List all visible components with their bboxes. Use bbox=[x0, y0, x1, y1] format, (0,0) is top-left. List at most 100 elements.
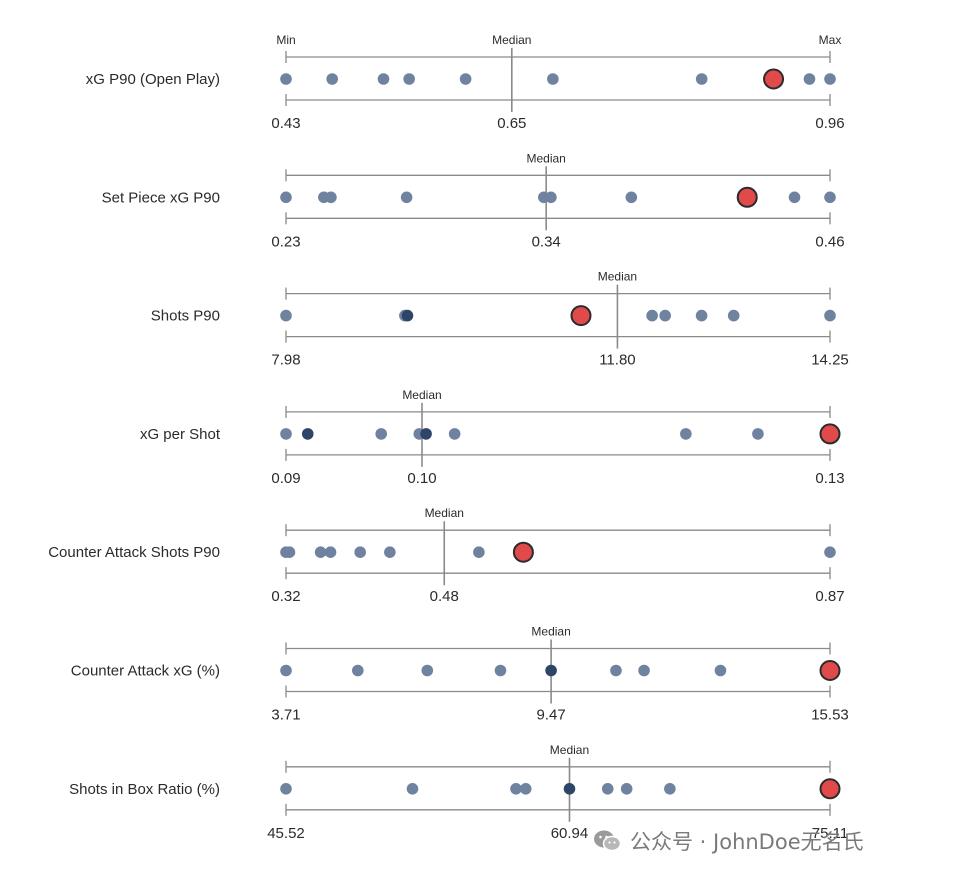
data-point bbox=[727, 309, 740, 322]
tick-label: 3.71 bbox=[271, 707, 300, 724]
data-point bbox=[377, 73, 390, 85]
data-point bbox=[695, 309, 708, 322]
row-label: xG P90 (Open Play) bbox=[86, 71, 220, 88]
highlighted-player-point bbox=[570, 305, 592, 327]
tick-label: 0.48 bbox=[430, 588, 459, 605]
data-point bbox=[280, 73, 292, 85]
data-point-overlap bbox=[563, 783, 576, 795]
row-label: xG per Shot bbox=[140, 426, 221, 443]
tick-label: 0.23 bbox=[271, 233, 300, 250]
row-label: Set Piece xG P90 bbox=[102, 189, 220, 206]
highlighted-player-point bbox=[512, 541, 534, 563]
data-point bbox=[510, 783, 522, 795]
data-point bbox=[280, 783, 292, 795]
max-label: Max bbox=[819, 33, 842, 47]
row-label: Shots in Box Ratio (%) bbox=[69, 781, 220, 798]
data-point bbox=[638, 664, 650, 677]
data-point bbox=[620, 783, 633, 795]
data-point-overlap bbox=[301, 428, 314, 440]
wechat-icon bbox=[592, 828, 622, 854]
tick-label: 0.09 bbox=[271, 470, 300, 487]
data-point-overlap bbox=[545, 664, 557, 677]
row-label: Counter Attack Shots P90 bbox=[48, 544, 220, 561]
data-point-overlap bbox=[420, 428, 432, 440]
data-point bbox=[494, 664, 507, 677]
tick-label: 14.25 bbox=[811, 352, 849, 369]
data-point bbox=[519, 783, 532, 795]
tick-label: 0.65 bbox=[497, 115, 526, 132]
data-point bbox=[601, 783, 614, 795]
data-point bbox=[448, 428, 461, 440]
median-label: Median bbox=[531, 625, 570, 639]
data-point bbox=[547, 73, 559, 85]
tick-label: 0.46 bbox=[815, 233, 844, 250]
data-point bbox=[473, 546, 485, 558]
data-point bbox=[280, 428, 292, 440]
data-point bbox=[351, 664, 364, 677]
data-point bbox=[625, 191, 638, 204]
data-point bbox=[280, 664, 292, 677]
tick-label: 9.47 bbox=[536, 707, 565, 724]
data-point bbox=[280, 309, 292, 322]
data-point bbox=[695, 73, 708, 85]
data-point bbox=[788, 191, 801, 204]
median-label: Median bbox=[526, 151, 565, 165]
data-point bbox=[384, 546, 396, 558]
data-point-overlap bbox=[401, 309, 414, 322]
data-point bbox=[659, 309, 671, 322]
data-point bbox=[824, 73, 836, 85]
data-point bbox=[421, 664, 434, 677]
data-point bbox=[664, 783, 676, 795]
tick-label: 0.34 bbox=[532, 233, 561, 250]
tick-label: 45.52 bbox=[267, 825, 305, 842]
tick-label: 0.10 bbox=[407, 470, 436, 487]
data-point bbox=[646, 309, 658, 322]
data-point bbox=[400, 191, 413, 204]
data-point bbox=[280, 191, 292, 204]
median-label: Median bbox=[402, 388, 441, 402]
median-label: Median bbox=[550, 743, 589, 757]
data-point bbox=[545, 191, 557, 204]
median-label: Median bbox=[492, 33, 531, 47]
data-point bbox=[824, 309, 836, 322]
row-label: Shots P90 bbox=[151, 308, 220, 325]
highlighted-player-point bbox=[763, 68, 785, 90]
tick-label: 0.87 bbox=[815, 588, 844, 605]
tick-label: 75.11 bbox=[812, 825, 848, 842]
tick-label: 11.80 bbox=[599, 352, 635, 369]
watermark: 公众号 · JohnDoe无名氏 bbox=[592, 826, 864, 856]
data-point bbox=[406, 783, 419, 795]
highlighted-player-point bbox=[819, 778, 841, 800]
data-point bbox=[403, 73, 415, 85]
median-label: Median bbox=[425, 506, 464, 520]
tick-label: 7.98 bbox=[271, 352, 300, 369]
tick-label: 15.53 bbox=[811, 707, 849, 724]
data-point bbox=[803, 73, 816, 85]
tick-label: 0.32 bbox=[271, 588, 300, 605]
data-point bbox=[314, 546, 327, 558]
median-label: Median bbox=[598, 270, 637, 284]
data-point bbox=[283, 546, 296, 558]
data-point bbox=[459, 73, 472, 85]
highlighted-player-point bbox=[736, 186, 758, 208]
data-point bbox=[752, 428, 764, 440]
tick-label: 0.13 bbox=[815, 470, 844, 487]
tick-label: 0.43 bbox=[271, 115, 300, 132]
data-point bbox=[325, 191, 337, 204]
tick-label: 0.96 bbox=[815, 115, 844, 132]
data-point bbox=[714, 664, 727, 677]
data-point bbox=[680, 428, 692, 440]
data-point bbox=[375, 428, 388, 440]
data-point bbox=[824, 546, 836, 558]
data-point bbox=[324, 546, 337, 558]
row-label: Counter Attack xG (%) bbox=[71, 663, 220, 680]
highlighted-player-point bbox=[819, 660, 841, 681]
highlighted-player-point bbox=[819, 423, 841, 445]
watermark-text: 公众号 · JohnDoe无名氏 bbox=[630, 830, 864, 854]
tick-label: 60.94 bbox=[551, 825, 589, 842]
min-label: Min bbox=[276, 33, 295, 47]
data-point bbox=[326, 73, 338, 85]
data-point bbox=[824, 191, 836, 204]
data-point bbox=[610, 664, 622, 677]
